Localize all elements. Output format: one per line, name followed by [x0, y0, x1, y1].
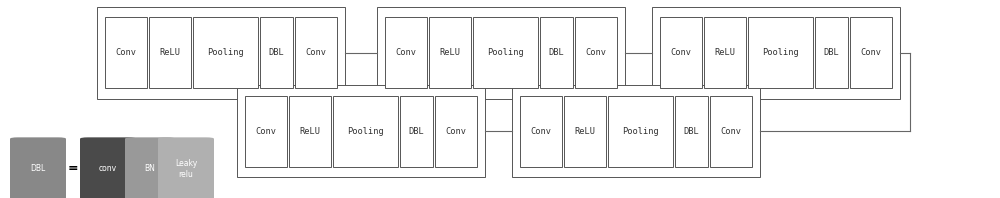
FancyBboxPatch shape [237, 85, 485, 177]
Text: Conv: Conv [116, 48, 136, 57]
Text: DBL: DBL [824, 48, 839, 57]
Text: DBL: DBL [549, 48, 564, 57]
Text: DBL: DBL [269, 48, 284, 57]
FancyBboxPatch shape [377, 7, 625, 99]
FancyBboxPatch shape [97, 7, 345, 99]
Text: Conv: Conv [396, 48, 416, 57]
Text: =: = [68, 162, 78, 175]
FancyBboxPatch shape [193, 17, 258, 88]
FancyBboxPatch shape [435, 96, 477, 167]
FancyBboxPatch shape [429, 17, 471, 88]
FancyBboxPatch shape [10, 137, 66, 198]
FancyBboxPatch shape [289, 96, 331, 167]
FancyBboxPatch shape [105, 17, 147, 88]
Text: ReLU: ReLU [300, 127, 320, 136]
Text: Pooling: Pooling [487, 48, 524, 57]
FancyBboxPatch shape [400, 96, 433, 167]
Text: Conv: Conv [721, 127, 742, 136]
FancyBboxPatch shape [575, 17, 617, 88]
Text: ReLU: ReLU [440, 48, 460, 57]
FancyBboxPatch shape [540, 17, 573, 88]
Text: Pooling: Pooling [347, 127, 384, 136]
Text: DBL: DBL [409, 127, 424, 136]
Text: Conv: Conv [670, 48, 692, 57]
FancyBboxPatch shape [520, 96, 562, 167]
FancyBboxPatch shape [80, 137, 136, 198]
FancyBboxPatch shape [333, 96, 398, 167]
FancyBboxPatch shape [748, 17, 813, 88]
FancyBboxPatch shape [295, 17, 337, 88]
Text: ReLU: ReLU [715, 48, 736, 57]
Text: Conv: Conv [861, 48, 882, 57]
FancyBboxPatch shape [385, 17, 427, 88]
FancyBboxPatch shape [652, 7, 900, 99]
FancyBboxPatch shape [660, 17, 702, 88]
Text: Conv: Conv [256, 127, 276, 136]
Text: conv: conv [99, 164, 117, 173]
FancyBboxPatch shape [675, 96, 708, 167]
FancyBboxPatch shape [710, 96, 752, 167]
Text: Conv: Conv [445, 127, 466, 136]
FancyBboxPatch shape [260, 17, 293, 88]
Text: Pooling: Pooling [207, 48, 244, 57]
Text: Conv: Conv [306, 48, 327, 57]
Text: DBL: DBL [30, 164, 46, 173]
FancyBboxPatch shape [125, 137, 175, 198]
Text: Pooling: Pooling [622, 127, 659, 136]
FancyBboxPatch shape [158, 137, 214, 198]
FancyBboxPatch shape [512, 85, 760, 177]
Text: Leaky
relu: Leaky relu [175, 159, 197, 179]
Text: ReLU: ReLU [575, 127, 596, 136]
Text: ReLU: ReLU [159, 48, 180, 57]
Text: DBL: DBL [684, 127, 699, 136]
FancyBboxPatch shape [850, 17, 892, 88]
Text: Conv: Conv [530, 127, 552, 136]
Text: Conv: Conv [586, 48, 607, 57]
FancyBboxPatch shape [564, 96, 606, 167]
FancyBboxPatch shape [245, 96, 287, 167]
FancyBboxPatch shape [473, 17, 538, 88]
FancyBboxPatch shape [815, 17, 848, 88]
Text: BN: BN [145, 164, 155, 173]
FancyBboxPatch shape [149, 17, 191, 88]
FancyBboxPatch shape [608, 96, 673, 167]
Text: Pooling: Pooling [762, 48, 799, 57]
FancyBboxPatch shape [704, 17, 746, 88]
